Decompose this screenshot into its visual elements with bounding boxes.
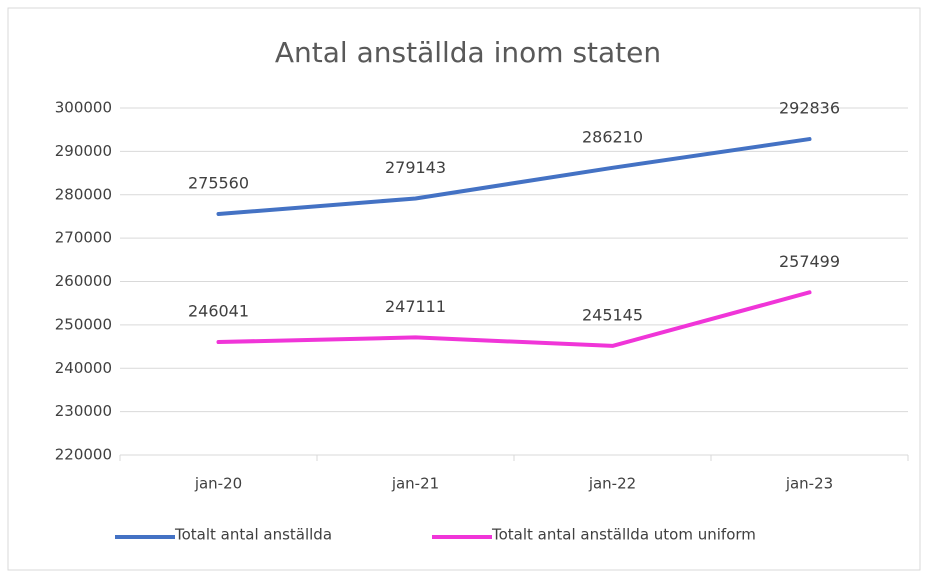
legend-label: Totalt antal anställda — [174, 526, 332, 544]
chart-border — [7, 7, 921, 571]
chart-title: Antal anställda inom staten — [275, 36, 661, 69]
data-label: 257499 — [779, 252, 840, 271]
data-label: 292836 — [779, 99, 840, 118]
x-tick-label: jan-21 — [391, 475, 439, 493]
data-label: 246041 — [188, 302, 249, 321]
y-tick-label: 270000 — [55, 229, 112, 247]
x-tick-label: jan-23 — [785, 475, 833, 493]
y-tick-label: 260000 — [55, 272, 112, 290]
legend-label: Totalt antal anställda utom uniform — [491, 526, 756, 544]
data-label: 247111 — [385, 297, 446, 316]
y-tick-label: 240000 — [55, 359, 112, 377]
y-tick-label: 220000 — [55, 446, 112, 464]
y-tick-label: 300000 — [55, 99, 112, 117]
line — [216, 290, 812, 348]
y-tick-label: 250000 — [55, 315, 112, 333]
data-label: 286210 — [582, 127, 643, 146]
data-label: 275560 — [188, 174, 249, 193]
y-tick-label: 290000 — [55, 142, 112, 160]
data-label: 245145 — [582, 305, 643, 324]
y-tick-label: 280000 — [55, 185, 112, 203]
line — [216, 137, 812, 217]
data-label: 279143 — [385, 158, 446, 177]
x-tick-label: jan-20 — [194, 475, 242, 493]
x-tick-label: jan-22 — [588, 475, 636, 493]
y-tick-label: 230000 — [55, 402, 112, 420]
